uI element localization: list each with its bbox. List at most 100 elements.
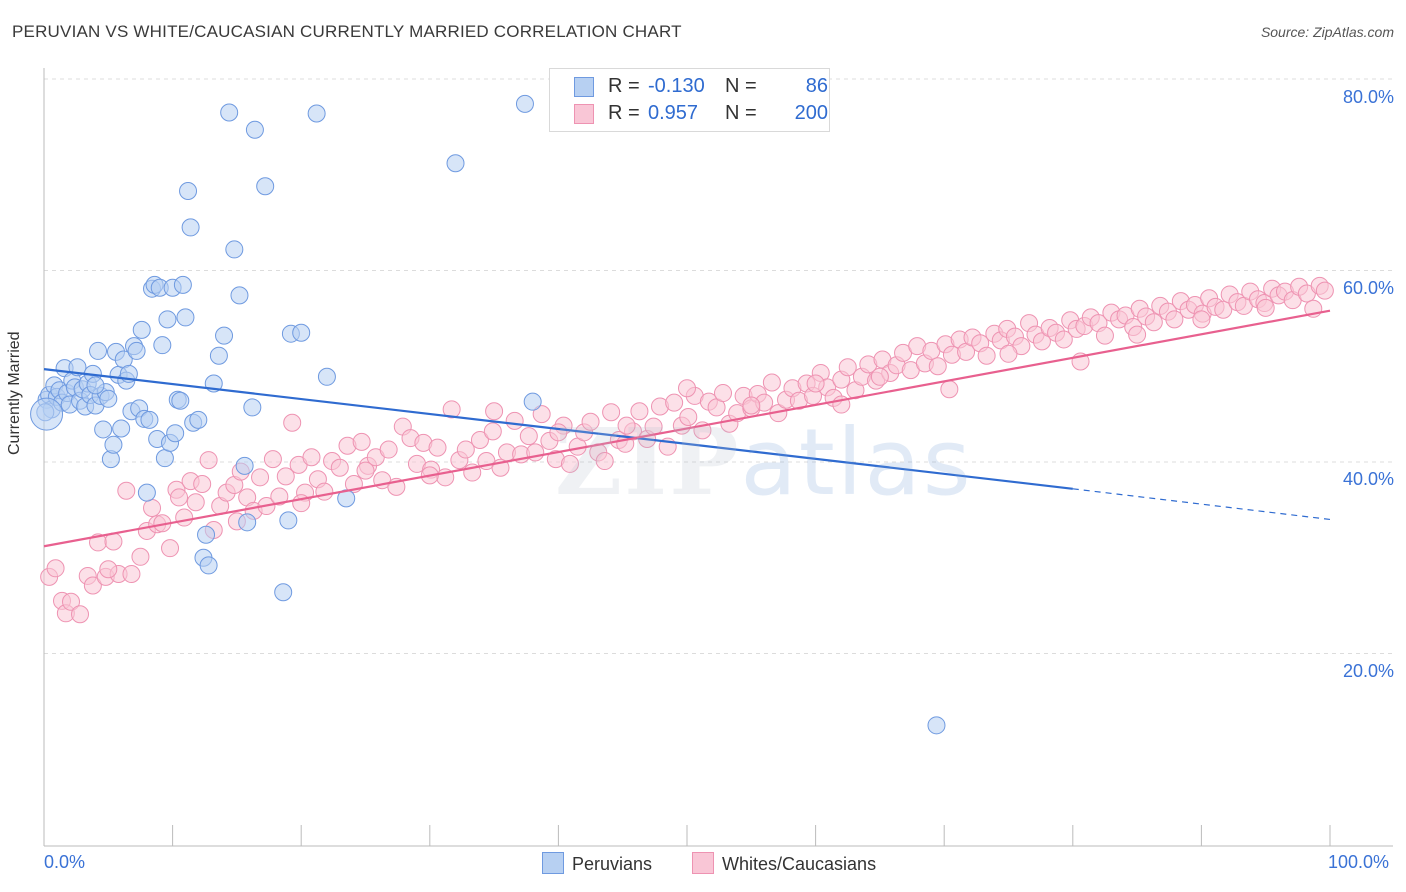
point-peruvians-74: [279, 511, 298, 530]
y-tick-80: 80.0%: [1342, 87, 1394, 107]
bottom-legend-label-whites: Whites/Caucasians: [722, 854, 877, 874]
point-whites-187: [1315, 281, 1334, 300]
y-tick-20: 20.0%: [1342, 661, 1394, 681]
point-whites-83: [595, 452, 614, 471]
point-whites-67: [483, 422, 502, 441]
point-whites-201: [1128, 325, 1147, 344]
point-whites-155: [1095, 326, 1114, 345]
legend-n-value-peruvians: 86: [805, 75, 828, 97]
point-peruvians-66: [225, 240, 244, 259]
point-whites-118: [838, 358, 857, 377]
point-peruvians-cluster: [30, 397, 64, 431]
legend-swatch-whites: [574, 104, 594, 124]
y-tick-60: 60.0%: [1342, 278, 1394, 298]
point-peruvians-20: [89, 341, 108, 360]
point-whites-41: [302, 448, 321, 467]
legend-n-value-whites: 200: [794, 102, 828, 124]
legend-swatch-peruvians: [574, 77, 594, 97]
x-tick-left: 0.0%: [44, 852, 86, 872]
point-whites-37: [276, 467, 295, 486]
watermark-atlas: atlas: [740, 409, 973, 516]
point-whites-192: [806, 374, 825, 393]
point-whites-198: [742, 396, 761, 415]
point-whites-72: [519, 427, 538, 446]
point-peruvians-47: [158, 310, 177, 329]
point-peruvians-63: [209, 346, 228, 365]
point-whites-189: [617, 416, 636, 435]
point-peruvians-39: [137, 483, 156, 502]
point-whites-14: [131, 547, 150, 566]
point-peruvians-83: [927, 716, 946, 735]
point-whites-84: [602, 403, 621, 422]
trendline-peruvians: [43, 368, 1073, 490]
point-peruvians-67: [230, 286, 249, 305]
point-whites-19: [161, 539, 180, 558]
point-whites-172: [1214, 300, 1233, 319]
legend-r-label: R =: [608, 102, 640, 124]
point-whites-23: [186, 493, 205, 512]
point-peruvians-64: [215, 326, 234, 345]
point-whites-202: [1192, 310, 1211, 329]
point-peruvians-40: [140, 410, 159, 429]
legend-r-value-peruvians: -0.130: [648, 75, 705, 97]
point-peruvians-56: [181, 218, 200, 237]
point-peruvians-70: [243, 398, 262, 417]
point-whites-200: [999, 344, 1018, 363]
point-whites-107: [762, 373, 781, 392]
point-whites-78: [560, 454, 579, 473]
point-peruvians-61: [199, 556, 218, 575]
point-whites-1: [46, 559, 65, 578]
point-whites-203: [1256, 298, 1275, 317]
point-whites-4: [62, 592, 81, 611]
point-peruvians-78: [317, 367, 336, 386]
point-whites-193: [678, 379, 696, 398]
point-peruvians-65: [220, 103, 239, 122]
point-whites-36: [270, 487, 289, 506]
legend-n-label: N =: [725, 75, 757, 97]
point-whites-7: [83, 576, 102, 595]
stats-legend: R = -0.130 N = 86 R = 0.957 N = 200: [549, 68, 830, 132]
point-peruvians-72: [256, 177, 275, 196]
point-whites-24: [193, 475, 212, 494]
point-peruvians-76: [292, 323, 311, 342]
point-whites-131: [928, 357, 947, 376]
legend-n-label: N =: [725, 102, 757, 124]
source-label: Source: ZipAtlas.com: [1260, 24, 1394, 40]
point-whites-204: [356, 461, 375, 480]
point-peruvians-46: [155, 449, 174, 468]
watermark: ZIPatlas: [555, 408, 973, 516]
point-whites-12: [117, 481, 136, 500]
point-whites-33: [251, 468, 270, 487]
bottom-legend-whites: Whites/Caucasians: [692, 852, 876, 875]
x-tick-right: 100.0%: [1328, 852, 1390, 872]
point-whites-88: [630, 402, 649, 421]
point-whites-165: [1165, 310, 1184, 329]
point-whites-13: [122, 565, 141, 584]
point-peruvians-53: [173, 275, 192, 294]
point-peruvians-45: [153, 336, 172, 355]
point-peruvians-71: [245, 120, 264, 139]
point-whites-5: [71, 605, 90, 624]
point-peruvians-82: [523, 392, 542, 411]
point-peruvians-81: [515, 94, 534, 113]
point-peruvians-54: [176, 308, 195, 327]
point-whites-38: [283, 413, 302, 432]
point-whites-197: [485, 402, 504, 421]
legend-r-label: R =: [608, 75, 640, 97]
point-whites-63: [456, 440, 475, 459]
point-whites-138: [977, 346, 996, 365]
point-peruvians-55: [179, 182, 198, 201]
point-peruvians-52: [171, 391, 190, 410]
point-peruvians-24: [99, 389, 118, 408]
point-whites-188: [170, 488, 189, 507]
point-peruvians-50: [166, 424, 185, 443]
trendline-peruvians-dashed: [1072, 488, 1331, 521]
point-whites-59: [428, 438, 447, 457]
bottom-legend-swatch-peruvians: [542, 852, 564, 874]
point-peruvians-73: [274, 583, 293, 602]
point-whites-95: [679, 407, 698, 426]
point-peruvians-58: [189, 410, 208, 429]
point-whites-25: [199, 451, 218, 470]
legend-r-value-whites: 0.957: [648, 102, 699, 124]
trendline-whites: [43, 309, 1331, 548]
